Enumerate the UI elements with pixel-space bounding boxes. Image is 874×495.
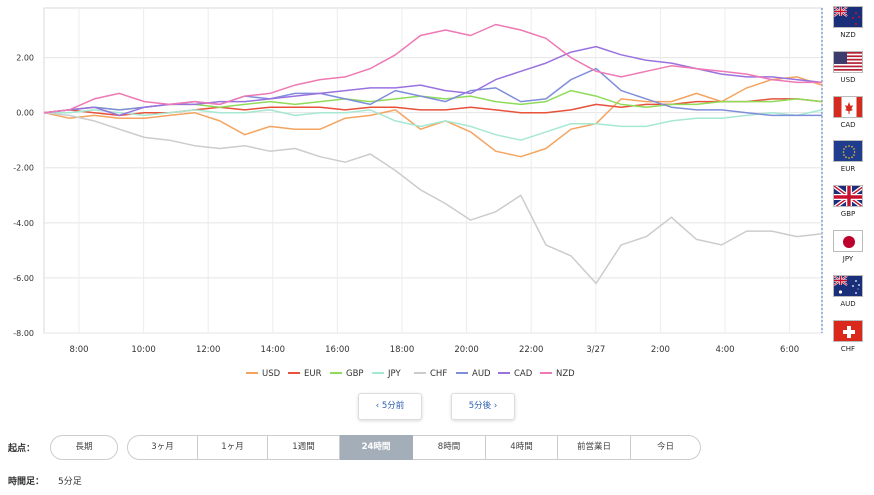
period-segment-button[interactable]: 4時間 xyxy=(486,435,558,460)
currency-flag-label: USD xyxy=(840,75,856,84)
series-line-aud xyxy=(43,67,822,117)
legend-label-aud: AUD xyxy=(472,369,491,379)
currency-strength-chart: 2.00 0.00 -2.00 -4.00 -6.00 -8.00 8:00 10:00 12… xyxy=(13,7,823,379)
period-segment-button[interactable]: 24時間 xyxy=(340,435,413,460)
x-tick-label: 2:00 xyxy=(651,345,670,355)
gbp-flag-icon xyxy=(833,185,863,208)
currency-flag-gbp[interactable]: GBP xyxy=(828,185,868,229)
usd-flag-icon xyxy=(833,50,863,73)
currency-flag-eur[interactable]: EUR xyxy=(828,140,868,184)
chart-legend: USD EUR GBP JPY CHF AUD CAD NZD xyxy=(246,369,575,379)
currency-flag-label: JPY xyxy=(842,255,854,263)
interval-value: 5分足 xyxy=(58,477,82,487)
nzd-flag-icon xyxy=(833,6,863,28)
legend-label-gbp: GBP xyxy=(346,369,364,379)
x-tick-label: 6:00 xyxy=(780,345,799,355)
cad-flag-icon xyxy=(833,95,863,118)
plot-frame xyxy=(43,7,823,334)
currency-flag-nzd[interactable]: NZD xyxy=(828,6,868,50)
x-tick-label: 22:00 xyxy=(519,345,544,355)
currency-flag-aud[interactable]: AUD xyxy=(828,274,868,319)
legend-label-eur: EUR xyxy=(304,369,322,379)
x-tick-label: 12:00 xyxy=(196,345,221,355)
legend-label-usd: USD xyxy=(262,369,281,379)
period-segment-button[interactable]: 前営業日 xyxy=(558,435,631,460)
y-axis-ticks: 2.00 0.00 -2.00 -4.00 -6.00 -8.00 xyxy=(13,54,34,338)
x-tick-label: 3/27 xyxy=(586,345,605,355)
currency-flag-cad[interactable]: CAD xyxy=(828,95,868,140)
eur-flag-icon xyxy=(833,140,863,163)
x-tick-label: 14:00 xyxy=(261,345,286,355)
x-tick-label: 4:00 xyxy=(715,345,734,355)
period-long-button[interactable]: 長期 xyxy=(50,435,118,460)
legend-label-chf: CHF xyxy=(430,369,447,379)
y-tick-label: -6.00 xyxy=(13,274,34,283)
currency-flag-usd[interactable]: USD xyxy=(828,50,868,95)
y-tick-label: -2.00 xyxy=(13,164,34,173)
currency-flag-label: AUD xyxy=(840,299,856,308)
series-line-cad xyxy=(43,45,823,117)
period-segment-button[interactable]: 8時間 xyxy=(413,435,486,460)
jpy-flag-icon xyxy=(833,230,863,252)
chart-series-layer xyxy=(43,23,823,285)
currency-flag-chf[interactable]: CHF xyxy=(828,319,868,364)
interval-label: 時間足： xyxy=(8,477,45,487)
chf-flag-icon xyxy=(833,319,863,342)
currency-flag-label: CAD xyxy=(840,120,856,129)
currency-flag-label: GBP xyxy=(840,210,856,219)
prev-5min-button[interactable]: ‹ 5分前 xyxy=(358,393,422,420)
y-tick-label: -4.00 xyxy=(13,219,34,228)
series-line-usd xyxy=(43,76,823,158)
aud-flag-icon xyxy=(833,274,863,297)
currency-flag-label: EUR xyxy=(840,165,856,174)
y-tick-label: 2.00 xyxy=(16,54,34,63)
next-5min-button[interactable]: 5分後 › xyxy=(451,393,515,420)
x-axis-ticks: 8:00 10:00 12:00 14:00 16:00 18:00 20:00 22:00 3… xyxy=(69,345,799,355)
y-tick-label: 0.00 xyxy=(16,109,34,118)
legend-label-nzd: NZD xyxy=(556,369,575,379)
x-tick-label: 8:00 xyxy=(69,345,88,355)
x-tick-label: 18:00 xyxy=(390,345,415,355)
series-line-jpy xyxy=(44,109,823,141)
period-segment-button[interactable]: 3ヶ月 xyxy=(127,435,198,460)
x-tick-label: 16:00 xyxy=(325,345,350,355)
legend-label-cad: CAD xyxy=(514,369,533,379)
y-tick-label: -8.00 xyxy=(13,329,34,338)
legend-label-jpy: JPY xyxy=(387,369,401,379)
x-tick-label: 10:00 xyxy=(131,345,156,355)
series-line-chf xyxy=(43,111,823,285)
period-segment-button[interactable]: 1ヶ月 xyxy=(198,435,268,460)
chart-grid xyxy=(43,7,823,334)
period-start-label: 起点： xyxy=(8,444,36,454)
x-tick-label: 20:00 xyxy=(454,345,479,355)
series-line-nzd xyxy=(43,23,822,114)
period-segment-button[interactable]: 今日 xyxy=(631,435,701,460)
currency-flag-label: CHF xyxy=(840,344,856,353)
period-segment-button[interactable]: 1週間 xyxy=(268,435,340,460)
currency-flag-label: NZD xyxy=(840,31,856,39)
currency-flag-jpy[interactable]: JPY xyxy=(828,230,868,274)
